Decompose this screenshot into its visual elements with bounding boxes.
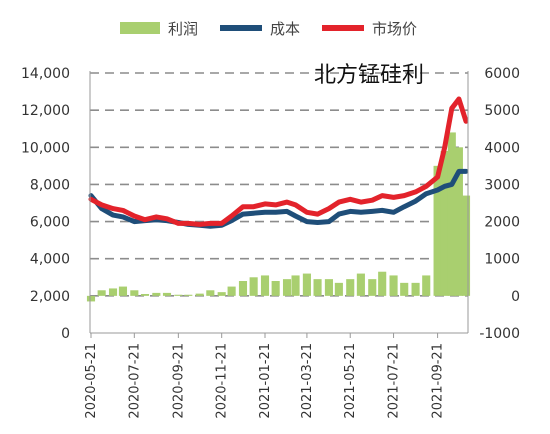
profit-bar [97, 290, 106, 296]
right-axis-tick-label: -1000 [479, 326, 520, 342]
left-axis-tick-label: 10,000 [21, 140, 70, 156]
profit-bar [334, 282, 343, 296]
x-axis-tick-label: 2020-09-21 [171, 343, 186, 419]
left-axis-tick-label: 6,000 [30, 215, 70, 231]
profit-bar [140, 294, 150, 296]
profit-bar [108, 288, 118, 296]
right-axis-tick-label: 3000 [484, 177, 520, 193]
legend: 利润 成本 市场价 [120, 20, 417, 38]
left-axis-tick-label: 4,000 [30, 252, 70, 268]
chart-title: 北方锰硅利 [314, 63, 424, 88]
profit-bar [238, 281, 248, 296]
profit-bar [86, 295, 96, 302]
profit-bar [433, 165, 442, 296]
profit-bar [206, 290, 215, 296]
cost-line [88, 168, 469, 229]
profit-bar [184, 294, 193, 296]
legend-label-price: 市场价 [372, 20, 417, 38]
x-axis-tick-label: 2020-05-21 [84, 343, 99, 419]
right-axis-tick-label: 2000 [484, 215, 520, 231]
right-axis-ticks: -1000 0 1000 2000 3000 4000 5000 6000 [479, 66, 520, 342]
profit-bar [461, 195, 471, 296]
profit-bar [130, 290, 139, 296]
x-axis-tick-label: 2021-05-21 [343, 343, 358, 419]
profit-bar [217, 292, 226, 296]
x-axis-tick-label: 2021-09-21 [431, 343, 446, 419]
profit-bar [346, 279, 355, 296]
profit-bar [291, 275, 300, 296]
right-axis-tick-label: 1000 [484, 252, 520, 268]
profit-bar [260, 275, 270, 296]
profit-bar [152, 292, 161, 296]
legend-label-profit: 利润 [168, 20, 198, 38]
x-axis-tick-label: 2020-11-21 [215, 343, 230, 419]
profit-bar [411, 282, 420, 296]
left-axis-tick-label: 12,000 [21, 103, 70, 119]
profit-bar [249, 277, 258, 296]
profit-bar [313, 279, 322, 296]
left-axis-tick-label: 0 [61, 326, 70, 342]
profit-bar [282, 279, 292, 296]
gridlines [90, 72, 468, 297]
market-price-line [88, 96, 469, 227]
left-axis-tick-label: 8,000 [30, 177, 70, 193]
profit-bars [86, 132, 471, 302]
profit-bar [356, 273, 365, 296]
profit-bar [422, 275, 431, 296]
profit-bar [118, 286, 128, 296]
x-axis-tick-label: 2021-03-21 [300, 343, 315, 419]
profit-bar [302, 273, 311, 296]
x-axis-tick-label: 2021-07-21 [387, 343, 402, 419]
right-axis-tick-label: 5000 [484, 103, 520, 119]
x-axis-tick-label: 2020-07-21 [127, 343, 142, 419]
x-axis-tick-label: 2021-01-21 [258, 343, 273, 419]
right-axis-tick-label: 0 [511, 289, 520, 305]
left-axis-ticks: 0 2,000 4,000 6,000 8,000 10,000 12,000 14,000 [21, 66, 70, 342]
right-axis-tick-label: 6000 [484, 66, 520, 82]
profit-bar [447, 132, 456, 296]
line-series [88, 96, 469, 229]
profit-bar [378, 271, 387, 296]
right-axis-tick-label: 4000 [484, 140, 520, 156]
profit-bar [324, 279, 333, 296]
x-axis-ticks: 2020-05-21 2020-07-21 2020-09-21 2020-11-21… [84, 343, 446, 419]
legend-swatch-profit [120, 22, 160, 34]
profit-bar [162, 292, 172, 296]
profit-bar [368, 279, 377, 296]
axes [89, 71, 469, 338]
profit-bar [271, 281, 280, 296]
profit-bar [454, 147, 463, 296]
profit-bar [400, 282, 409, 296]
left-axis-tick-label: 14,000 [21, 66, 70, 82]
legend-label-cost: 成本 [270, 20, 300, 38]
profit-bar [174, 294, 183, 296]
profit-bar [195, 293, 204, 296]
left-axis-tick-label: 2,000 [30, 289, 70, 305]
profit-bar [440, 151, 449, 296]
profit-bar [227, 286, 236, 296]
profit-bar [389, 275, 398, 296]
